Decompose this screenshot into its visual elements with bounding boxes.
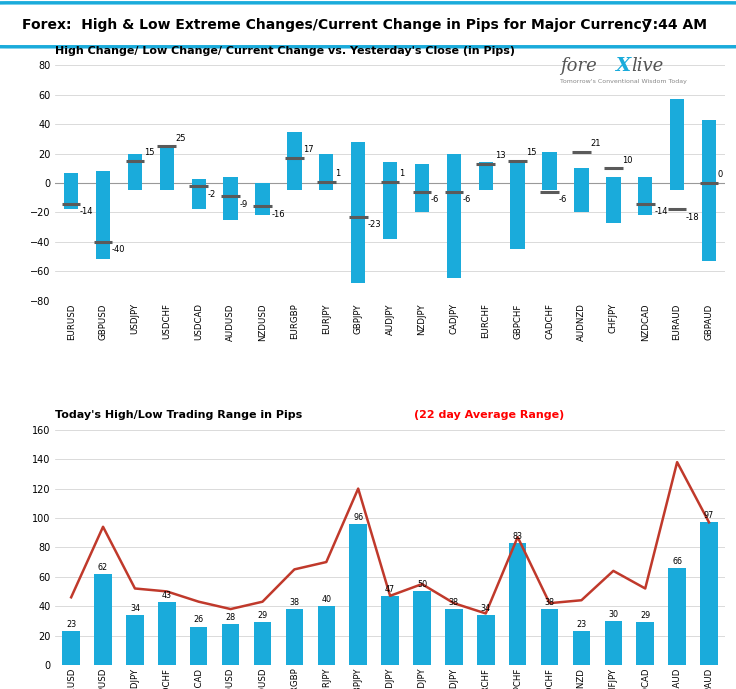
Text: 34: 34 <box>481 604 491 613</box>
Bar <box>447 154 461 278</box>
Bar <box>254 622 272 665</box>
Text: 23: 23 <box>66 620 77 629</box>
Bar <box>255 183 269 215</box>
Bar <box>64 173 78 209</box>
Text: 40: 40 <box>322 595 331 604</box>
Bar <box>286 609 303 665</box>
Text: 97: 97 <box>704 511 714 520</box>
Bar <box>511 161 525 249</box>
Bar <box>319 154 333 190</box>
Bar <box>63 631 80 665</box>
Bar <box>381 596 399 665</box>
Bar <box>638 177 652 215</box>
Text: -2: -2 <box>208 189 216 198</box>
Bar <box>191 178 206 209</box>
Text: 38: 38 <box>289 598 300 607</box>
Text: 96: 96 <box>353 513 364 522</box>
Text: 0: 0 <box>718 170 723 179</box>
Text: 38: 38 <box>449 598 459 607</box>
Text: 28: 28 <box>225 613 236 621</box>
Bar <box>604 621 622 665</box>
Text: -23: -23 <box>367 220 381 229</box>
Bar <box>606 177 620 223</box>
Bar <box>574 168 589 212</box>
Text: 29: 29 <box>640 611 651 620</box>
Text: live: live <box>631 57 664 75</box>
Bar <box>222 624 239 665</box>
Text: 47: 47 <box>385 585 395 594</box>
Text: 29: 29 <box>258 611 268 620</box>
Text: -6: -6 <box>431 196 439 205</box>
Text: 7:44 AM: 7:44 AM <box>643 18 707 32</box>
Text: 15: 15 <box>144 148 155 157</box>
Text: -6: -6 <box>463 196 471 205</box>
Text: 17: 17 <box>303 145 314 154</box>
Bar <box>190 627 208 665</box>
Text: 10: 10 <box>622 156 633 165</box>
Text: 30: 30 <box>609 610 618 619</box>
Text: -18: -18 <box>686 213 700 222</box>
Bar <box>509 543 526 665</box>
Bar <box>478 163 493 190</box>
Text: 34: 34 <box>130 604 140 613</box>
Bar <box>96 172 110 259</box>
Bar <box>351 142 365 283</box>
Bar <box>128 154 142 190</box>
Text: X: X <box>615 57 630 75</box>
Text: High Change/ Low Change/ Current Change vs. Yesterday's Close (in Pips): High Change/ Low Change/ Current Change … <box>55 46 515 56</box>
Text: 1: 1 <box>399 169 404 178</box>
Text: 13: 13 <box>495 151 506 161</box>
Bar <box>413 591 431 665</box>
Text: 23: 23 <box>576 620 587 629</box>
Bar <box>445 609 463 665</box>
Bar <box>700 522 718 665</box>
FancyBboxPatch shape <box>0 3 736 47</box>
Text: -9: -9 <box>239 200 248 209</box>
Text: -6: -6 <box>559 196 567 205</box>
Bar <box>542 152 556 190</box>
Text: Tomorrow's Conventional Wisdom Today: Tomorrow's Conventional Wisdom Today <box>560 79 687 84</box>
Bar <box>702 120 716 261</box>
Bar <box>573 631 590 665</box>
Text: -14: -14 <box>654 207 668 216</box>
Bar <box>541 609 559 665</box>
Text: 21: 21 <box>590 139 601 148</box>
Text: 15: 15 <box>526 148 537 157</box>
Bar <box>670 99 684 190</box>
Text: Today's High/Low Trading Range in Pips: Today's High/Low Trading Range in Pips <box>55 411 306 420</box>
Text: -16: -16 <box>272 210 285 219</box>
Text: -40: -40 <box>112 245 125 254</box>
Bar <box>287 132 302 190</box>
Text: -14: -14 <box>80 207 93 216</box>
Bar <box>383 163 397 239</box>
Bar <box>224 177 238 220</box>
Bar <box>160 146 174 190</box>
Text: 25: 25 <box>176 134 186 143</box>
Text: (22 day Average Range): (22 day Average Range) <box>414 411 564 420</box>
Bar <box>158 601 176 665</box>
Text: 26: 26 <box>194 615 204 624</box>
Bar <box>477 615 495 665</box>
Bar <box>668 568 686 665</box>
Text: fore: fore <box>560 57 597 75</box>
Bar <box>94 574 112 665</box>
Bar <box>415 164 429 212</box>
Text: 1: 1 <box>335 169 341 178</box>
Bar <box>317 606 335 665</box>
Text: 62: 62 <box>98 563 108 572</box>
Bar <box>350 524 367 665</box>
Text: 83: 83 <box>513 532 523 541</box>
Bar <box>126 615 144 665</box>
Text: Forex:  High & Low Extreme Changes/Current Change in Pips for Major Currency: Forex: High & Low Extreme Changes/Curren… <box>22 18 651 32</box>
Text: 50: 50 <box>417 580 427 589</box>
Text: 66: 66 <box>672 557 682 566</box>
Bar <box>637 622 654 665</box>
Text: 38: 38 <box>545 598 554 607</box>
Text: 43: 43 <box>162 590 171 599</box>
